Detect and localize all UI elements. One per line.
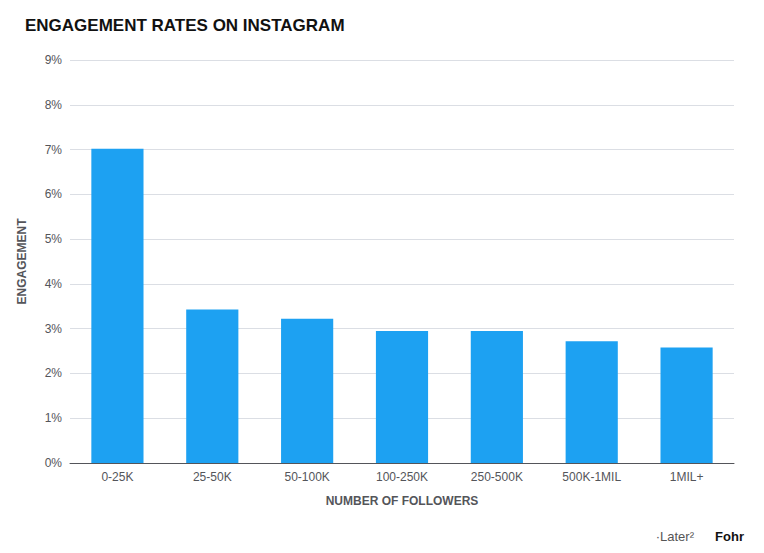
svg-text:ENGAGEMENT: ENGAGEMENT xyxy=(15,218,29,305)
svg-text:100-250K: 100-250K xyxy=(376,470,428,484)
svg-text:4%: 4% xyxy=(45,277,63,291)
svg-text:0-25K: 0-25K xyxy=(101,470,133,484)
svg-text:NUMBER OF FOLLOWERS: NUMBER OF FOLLOWERS xyxy=(326,494,479,508)
svg-text:5%: 5% xyxy=(45,232,63,246)
svg-text:3%: 3% xyxy=(45,322,63,336)
svg-text:1MIL+: 1MIL+ xyxy=(670,470,704,484)
svg-text:250-500K: 250-500K xyxy=(471,470,523,484)
svg-text:500K-1MIL: 500K-1MIL xyxy=(562,470,621,484)
svg-text:6%: 6% xyxy=(45,187,63,201)
svg-text:·Later²: ·Later² xyxy=(656,529,695,544)
svg-text:Fohr: Fohr xyxy=(715,529,744,544)
svg-text:ENGAGEMENT RATES ON INSTAGRAM: ENGAGEMENT RATES ON INSTAGRAM xyxy=(25,16,345,35)
svg-text:9%: 9% xyxy=(45,53,63,67)
svg-text:50-100K: 50-100K xyxy=(284,470,329,484)
svg-text:0%: 0% xyxy=(45,456,63,470)
svg-text:25-50K: 25-50K xyxy=(193,470,232,484)
svg-text:7%: 7% xyxy=(45,143,63,157)
svg-text:1%: 1% xyxy=(45,411,63,425)
svg-text:8%: 8% xyxy=(45,98,63,112)
svg-text:2%: 2% xyxy=(45,366,63,380)
